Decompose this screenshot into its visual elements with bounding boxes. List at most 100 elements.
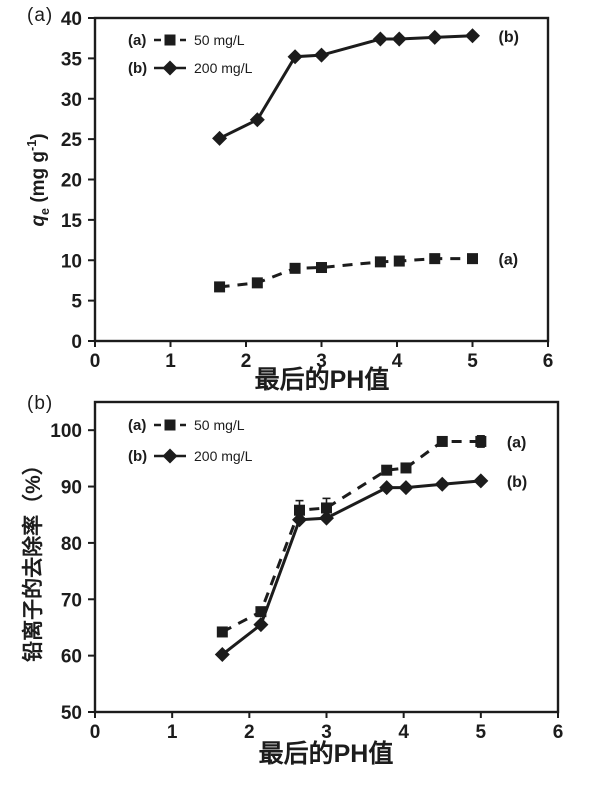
x-tick-label: 6	[553, 722, 564, 743]
data-point-marker	[393, 255, 405, 267]
series-line	[219, 257, 473, 289]
legend-label: 200 mg/L	[194, 60, 253, 76]
data-point-marker	[434, 476, 450, 492]
data-point-marker	[255, 606, 267, 618]
series-end-label: (a)	[499, 252, 519, 269]
data-point-marker	[427, 29, 443, 45]
data-point-marker	[214, 281, 226, 293]
series-200mgL: (b)	[214, 473, 527, 663]
legend-key: (b)	[128, 448, 147, 465]
data-point-marker	[289, 262, 301, 274]
x-tick-label: 4	[392, 351, 403, 372]
data-point-marker	[251, 277, 263, 289]
x-tick-label: 4	[398, 722, 409, 743]
y-tick-label: 70	[61, 590, 82, 611]
data-point-marker	[314, 47, 329, 63]
data-point-marker	[381, 464, 393, 476]
data-point-marker	[293, 504, 305, 516]
x-tick-label: 1	[165, 351, 176, 372]
data-point-marker	[398, 480, 414, 496]
y-axis-title: qe (mg g-1)	[25, 133, 52, 226]
data-point-marker	[249, 112, 265, 128]
plot-frame	[93, 16, 550, 343]
y-tick-label: 0	[71, 332, 82, 353]
x-axis-title: 最后的PH值	[255, 365, 390, 394]
y-tick-label: 15	[61, 211, 83, 232]
data-point-marker	[291, 512, 307, 528]
y-tick-label: 100	[50, 421, 82, 442]
plot-frame	[93, 400, 560, 714]
data-point-marker	[475, 435, 487, 447]
data-point-marker	[319, 510, 334, 526]
legend-sample-marker	[164, 34, 176, 46]
y-tick-label: 35	[61, 49, 83, 70]
legend-label: 50 mg/L	[194, 32, 245, 48]
y-tick-label: 5	[71, 292, 82, 313]
x-tick-label: 2	[244, 722, 255, 743]
x-axis: 0 1 2 3 4 5 6	[90, 712, 564, 743]
data-point-marker	[321, 502, 332, 514]
data-point-marker	[429, 253, 441, 265]
x-tick-label: 6	[543, 351, 554, 372]
data-point-marker	[465, 28, 480, 44]
data-point-marker	[467, 253, 478, 265]
data-point-marker	[287, 49, 303, 65]
legend-key: (a)	[128, 417, 146, 434]
series-50mgL: (a)	[216, 434, 527, 638]
y-tick-label: 60	[61, 647, 82, 668]
y-tick-label: 50	[61, 703, 82, 724]
legend-sample-marker	[164, 419, 176, 431]
data-point-marker	[253, 617, 269, 633]
series-50mgL: (a)	[214, 252, 518, 293]
data-point-marker	[379, 480, 395, 496]
legend: (a) 50 mg/L (b) 200 mg/L	[128, 32, 253, 77]
y-axis: 0 5 10 15 20 25 30 35 40	[61, 9, 95, 353]
x-tick-label: 3	[321, 722, 332, 743]
data-point-marker	[473, 473, 489, 489]
data-point-marker	[400, 462, 412, 474]
panel-label-b: (b)	[27, 393, 54, 414]
legend-sample-marker	[162, 448, 178, 464]
series-200mgL: (b)	[212, 28, 519, 146]
y-axis-title: 铅离子的去除率（%）	[21, 454, 45, 662]
x-tick-label: 5	[476, 722, 487, 743]
legend-label: 50 mg/L	[194, 417, 245, 433]
panel-label-a: (a)	[27, 5, 54, 26]
y-tick-label: 10	[61, 251, 82, 272]
legend: (a) 50 mg/L (b) 200 mg/L	[128, 417, 253, 465]
data-point-marker	[372, 31, 388, 47]
x-tick-label: 5	[467, 351, 478, 372]
y-tick-label: 90	[61, 478, 82, 499]
y-tick-label: 80	[61, 534, 82, 555]
legend-sample-marker	[162, 60, 178, 76]
chart-panel-a: 0 1 2 3 4 5 6 0 5 10 15 20 25 30 35 40 最后的PH值 qe (mg g-1)…	[25, 9, 553, 394]
series-end-label: (a)	[507, 434, 527, 451]
x-axis-title: 最后的PH值	[259, 739, 394, 768]
series-line	[221, 439, 481, 634]
data-point-marker	[436, 435, 448, 447]
y-axis: 50 60 70 80 90 100	[50, 421, 95, 724]
x-tick-label: 2	[241, 351, 252, 372]
data-point-marker	[216, 626, 228, 638]
data-point-marker	[214, 647, 230, 663]
x-axis: 0 1 2 3 4 5 6	[90, 341, 554, 372]
x-tick-label: 0	[90, 722, 101, 743]
x-tick-label: 3	[316, 351, 327, 372]
legend-label: 200 mg/L	[194, 448, 253, 464]
y-tick-label: 40	[61, 9, 82, 30]
data-point-marker	[374, 256, 386, 268]
chart-panel-b: 0 1 2 3 4 5 65060708090100最后的PH值铅离子的去除率（%）(a)(…	[21, 400, 564, 768]
x-tick-label: 1	[167, 722, 178, 743]
y-tick-label: 30	[61, 90, 82, 111]
y-tick-label: 25	[61, 130, 83, 151]
data-point-marker	[391, 31, 407, 47]
y-tick-label: 20	[61, 171, 82, 192]
data-point-marker	[316, 262, 327, 274]
data-point-marker	[212, 130, 228, 146]
legend-key: (b)	[128, 60, 147, 77]
x-tick-label: 0	[90, 351, 101, 372]
series-end-label: (b)	[507, 474, 527, 491]
series-end-label: (b)	[499, 29, 519, 46]
legend-key: (a)	[128, 32, 146, 49]
